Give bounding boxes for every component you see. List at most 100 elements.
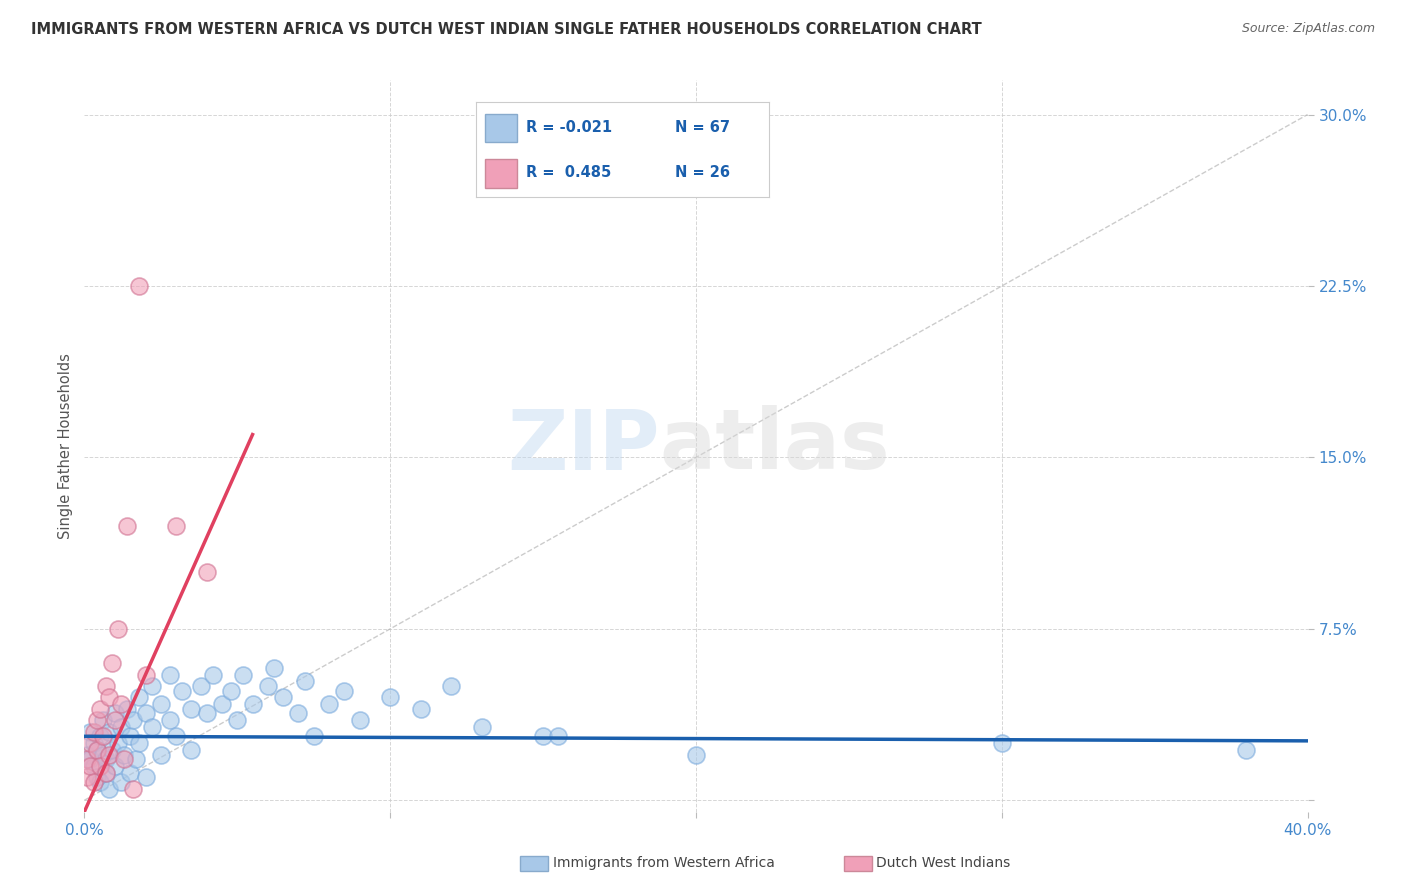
Point — [211, 698, 233, 712]
Point — [128, 279, 150, 293]
Point — [112, 752, 135, 766]
Point — [190, 679, 212, 693]
Point — [120, 765, 142, 780]
Y-axis label: Single Father Households: Single Father Households — [58, 353, 73, 539]
Point — [195, 565, 218, 579]
Point — [97, 724, 120, 739]
Point — [79, 752, 101, 766]
Point — [89, 775, 111, 789]
Point — [128, 690, 150, 705]
Point — [83, 724, 105, 739]
Point — [86, 771, 108, 785]
Point — [135, 771, 157, 785]
Point — [471, 720, 494, 734]
Point — [195, 706, 218, 721]
Point — [112, 747, 135, 762]
Point — [257, 679, 280, 693]
Point — [165, 729, 187, 743]
Point — [89, 702, 111, 716]
Point — [79, 736, 101, 750]
Point — [531, 729, 554, 743]
Point — [141, 679, 163, 693]
Text: Dutch West Indians: Dutch West Indians — [876, 856, 1010, 871]
Point — [302, 729, 325, 743]
Point — [115, 519, 138, 533]
Text: IMMIGRANTS FROM WESTERN AFRICA VS DUTCH WEST INDIAN SINGLE FATHER HOUSEHOLDS COR: IMMIGRANTS FROM WESTERN AFRICA VS DUTCH … — [31, 22, 981, 37]
Point — [94, 679, 117, 693]
Point — [104, 759, 127, 773]
Point — [115, 702, 138, 716]
Point — [120, 729, 142, 743]
Text: ZIP: ZIP — [506, 406, 659, 486]
Point — [107, 736, 129, 750]
Point — [380, 690, 402, 705]
Point — [263, 661, 285, 675]
Point — [159, 714, 181, 728]
Point — [89, 729, 111, 743]
Point — [83, 775, 105, 789]
Point — [219, 683, 242, 698]
Point — [107, 622, 129, 636]
Point — [333, 683, 356, 698]
Point — [135, 667, 157, 681]
Point — [159, 667, 181, 681]
Point — [149, 747, 172, 762]
Point — [101, 743, 124, 757]
Point — [409, 702, 432, 716]
Point — [149, 698, 172, 712]
Point — [128, 736, 150, 750]
Point — [349, 714, 371, 728]
Point — [91, 747, 114, 762]
Point — [94, 752, 117, 766]
Point — [83, 759, 105, 773]
Point — [125, 752, 148, 766]
Point — [122, 714, 145, 728]
Point — [547, 729, 569, 743]
Point — [101, 656, 124, 670]
Point — [172, 683, 194, 698]
Point — [110, 775, 132, 789]
Point — [89, 759, 111, 773]
Point — [242, 698, 264, 712]
Point — [201, 667, 224, 681]
Point — [180, 702, 202, 716]
Point — [1236, 743, 1258, 757]
Point — [991, 736, 1014, 750]
Point — [110, 720, 132, 734]
Point — [97, 690, 120, 705]
Point — [110, 698, 132, 712]
Point — [79, 759, 101, 773]
Point — [86, 714, 108, 728]
Point — [76, 752, 98, 766]
Point — [86, 743, 108, 757]
Text: Source: ZipAtlas.com: Source: ZipAtlas.com — [1241, 22, 1375, 36]
Point — [91, 729, 114, 743]
Point — [104, 714, 127, 728]
Point — [83, 736, 105, 750]
Point — [76, 747, 98, 762]
Point — [122, 781, 145, 796]
Point — [79, 724, 101, 739]
Point — [226, 714, 249, 728]
Point — [94, 765, 117, 780]
Point — [104, 706, 127, 721]
Point — [97, 747, 120, 762]
Point — [271, 690, 294, 705]
Point — [294, 674, 316, 689]
Point — [91, 714, 114, 728]
Text: Immigrants from Western Africa: Immigrants from Western Africa — [553, 856, 775, 871]
Point — [76, 771, 98, 785]
Point — [94, 765, 117, 780]
Point — [232, 667, 254, 681]
Text: atlas: atlas — [659, 406, 890, 486]
Point — [141, 720, 163, 734]
Point — [180, 743, 202, 757]
Point — [97, 781, 120, 796]
Point — [440, 679, 463, 693]
Point — [685, 747, 707, 762]
Point — [86, 743, 108, 757]
Point — [287, 706, 309, 721]
Point — [165, 519, 187, 533]
Point — [135, 706, 157, 721]
Point — [318, 698, 340, 712]
